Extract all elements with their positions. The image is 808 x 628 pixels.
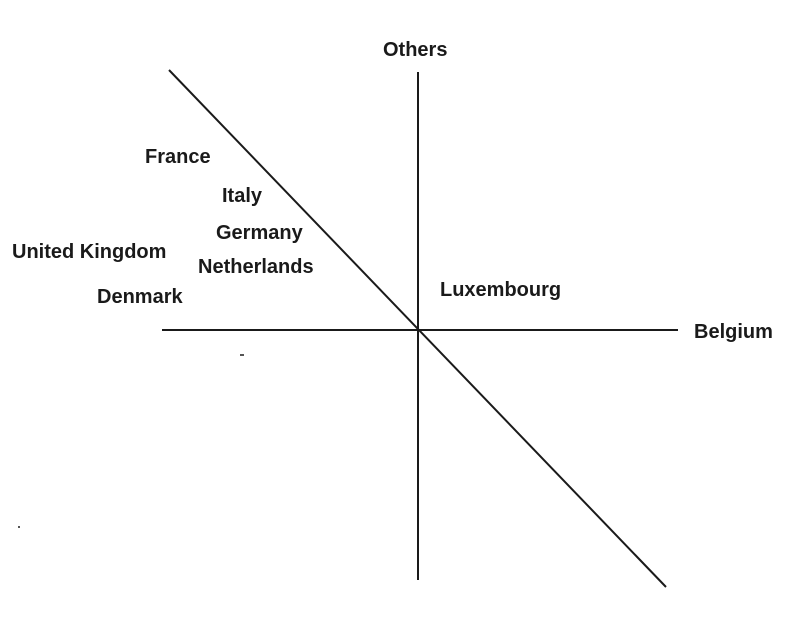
scan-speck xyxy=(18,526,20,528)
vertical-axis-label: Others xyxy=(383,39,448,61)
country-label-germany: Germany xyxy=(216,222,303,244)
country-label-france: France xyxy=(145,146,211,168)
horizontal-axis-label: Belgium xyxy=(694,321,773,343)
country-label-denmark: Denmark xyxy=(97,286,183,308)
country-label-netherlands: Netherlands xyxy=(198,256,314,278)
diagonal-line xyxy=(168,69,667,588)
country-label-luxembourg: Luxembourg xyxy=(440,279,562,301)
country-label-italy: Italy xyxy=(222,185,263,207)
country-label-united-kingdom: United Kingdom xyxy=(12,241,167,263)
scan-speck xyxy=(240,354,244,356)
